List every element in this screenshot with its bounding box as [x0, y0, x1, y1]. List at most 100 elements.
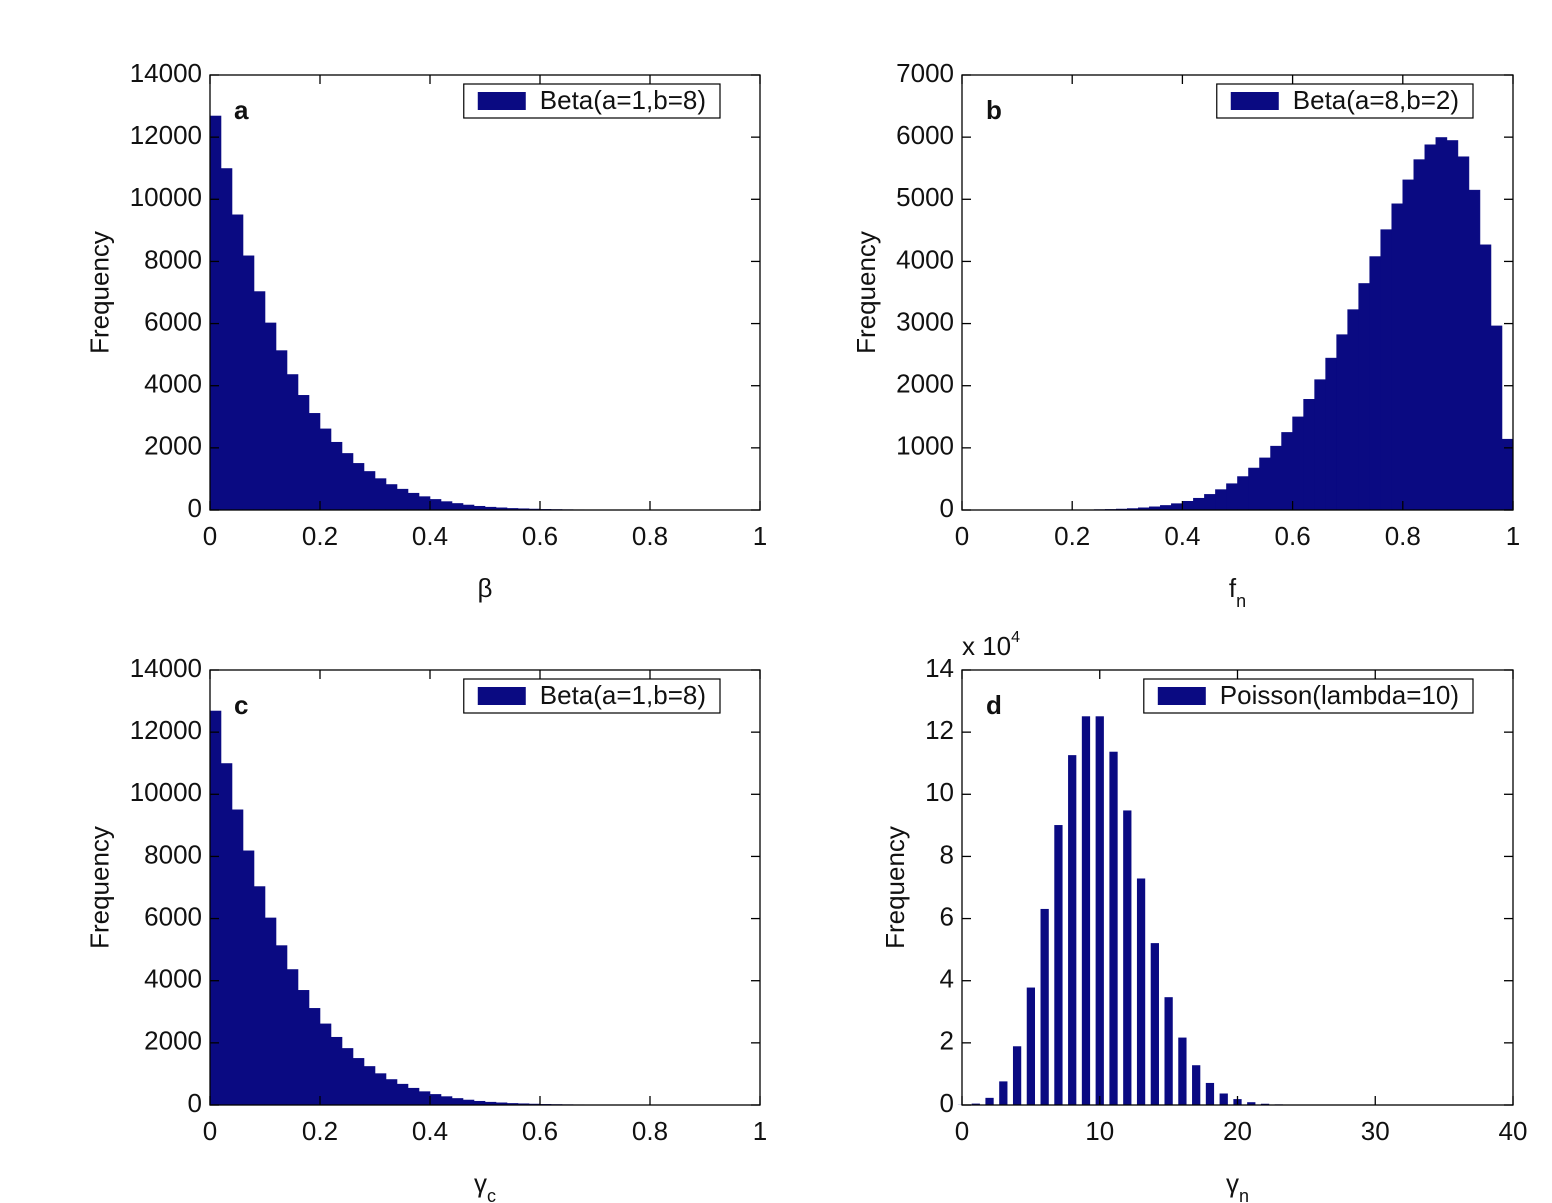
- x-axis-label-sub: c: [487, 1186, 496, 1203]
- histogram-bar: [1204, 494, 1216, 511]
- histogram-bar: [440, 501, 453, 511]
- y-tick-label: 0: [940, 1088, 954, 1118]
- y-tick-label: 6000: [144, 901, 202, 931]
- histogram-bar: [407, 1087, 420, 1106]
- histogram-bar: [220, 763, 233, 1106]
- bar: [1095, 716, 1104, 1105]
- histogram-bar: [374, 1073, 387, 1106]
- x-tick-label: 1: [1506, 521, 1520, 551]
- y-multiplier-exp: 4: [1011, 629, 1020, 646]
- bar: [1136, 878, 1146, 1105]
- panel-label: d: [986, 690, 1002, 720]
- histogram-bar: [341, 1048, 354, 1106]
- histogram-bar: [1446, 140, 1459, 511]
- x-tick-label: 0.6: [522, 1116, 558, 1146]
- legend-label: Poisson(lambda=10): [1220, 680, 1459, 710]
- x-tick-label: 0.6: [522, 521, 558, 551]
- histogram-bar: [1435, 137, 1448, 511]
- histogram-bar: [451, 1098, 464, 1106]
- histogram-bar: [1281, 432, 1293, 511]
- bar: [999, 1081, 1008, 1105]
- bar: [1054, 825, 1063, 1105]
- x-tick-label: 0.4: [412, 1116, 448, 1146]
- bar: [1164, 997, 1173, 1105]
- x-tick-label: 30: [1361, 1116, 1390, 1146]
- bar: [1205, 1082, 1215, 1105]
- histogram-bar: [429, 1094, 442, 1106]
- histogram-bar: [1358, 283, 1371, 511]
- x-tick-label: 1: [753, 521, 767, 551]
- y-tick-label: 2000: [144, 1026, 202, 1056]
- legend-swatch: [477, 687, 526, 705]
- histogram-bar: [341, 453, 354, 511]
- histogram-bar: [440, 1096, 453, 1106]
- x-tick-label: 0: [955, 1116, 969, 1146]
- histogram-bar: [1347, 309, 1360, 511]
- x-tick-label: 0.2: [302, 521, 338, 551]
- y-tick-label: 2000: [896, 369, 954, 399]
- bar: [1178, 1037, 1187, 1105]
- histogram-bar: [1468, 189, 1481, 511]
- x-axis-label: γc: [474, 1168, 496, 1203]
- histogram-bar: [1457, 156, 1470, 511]
- plot-area: [962, 670, 1513, 1105]
- y-tick-label: 4: [940, 964, 954, 994]
- histogram-bar: [1270, 445, 1282, 511]
- y-tick-label: 7000: [896, 58, 954, 88]
- legend: Beta(a=1,b=8): [463, 678, 721, 714]
- y-axis-label: Frequency: [851, 231, 881, 354]
- histogram-bar: [231, 214, 244, 511]
- y-tick-label: 4000: [144, 369, 202, 399]
- x-axis-label-sub: n: [1236, 591, 1246, 611]
- x-axis-label-main: γ: [1226, 1168, 1239, 1198]
- y-tick-label: 8000: [144, 839, 202, 869]
- x-tick-label: 40: [1499, 1116, 1528, 1146]
- histogram-bar: [231, 809, 244, 1106]
- histogram-bar: [451, 503, 464, 511]
- x-tick-label: 1: [753, 1116, 767, 1146]
- histogram-bar: [407, 492, 420, 511]
- histogram-bar: [286, 969, 299, 1106]
- histogram-bar: [1237, 476, 1249, 511]
- histogram-bar: [385, 1079, 398, 1106]
- y-tick-label: 4000: [896, 244, 954, 274]
- histogram-bar: [418, 1091, 431, 1106]
- histogram-bar: [297, 990, 310, 1106]
- panel-label: a: [234, 95, 249, 125]
- bar: [1068, 755, 1077, 1105]
- y-tick-label: 8000: [144, 244, 202, 274]
- histogram-bar: [330, 1036, 343, 1106]
- histogram-bar: [220, 168, 233, 511]
- legend-label: Beta(a=8,b=2): [1293, 85, 1459, 115]
- histogram-bar: [275, 945, 288, 1106]
- y-tick-label: 6: [940, 901, 954, 931]
- legend: Beta(a=8,b=2): [1216, 83, 1474, 119]
- y-tick-label: 14000: [130, 653, 202, 683]
- histogram-bar: [1259, 457, 1271, 511]
- y-tick-label: 0: [188, 1088, 202, 1118]
- bar: [1219, 1093, 1228, 1105]
- histogram-bar: [1193, 497, 1205, 511]
- histogram-bar: [1413, 159, 1426, 511]
- legend: Poisson(lambda=10): [1143, 678, 1474, 714]
- bar: [1026, 987, 1036, 1105]
- legend: Beta(a=1,b=8): [463, 83, 721, 119]
- histogram-bar: [1248, 467, 1260, 511]
- y-tick-label: 1000: [896, 431, 954, 461]
- legend-swatch: [1230, 92, 1279, 110]
- histogram-bar: [363, 471, 376, 511]
- histogram-bar: [1325, 357, 1337, 511]
- x-axis-label: fn: [1229, 573, 1246, 611]
- histogram-bar: [1292, 416, 1304, 511]
- plot-frame: [209, 669, 761, 1106]
- x-axis-label-main: β: [478, 573, 493, 603]
- histogram-bar: [429, 499, 442, 511]
- histogram-bar: [352, 463, 365, 511]
- panel-label: c: [234, 690, 248, 720]
- bar: [1012, 1046, 1022, 1105]
- y-tick-label: 0: [940, 493, 954, 523]
- histogram-bar: [1215, 489, 1227, 511]
- histogram-bar: [319, 428, 332, 511]
- x-axis-label: β: [478, 573, 493, 603]
- histogram-bar: [1182, 500, 1194, 511]
